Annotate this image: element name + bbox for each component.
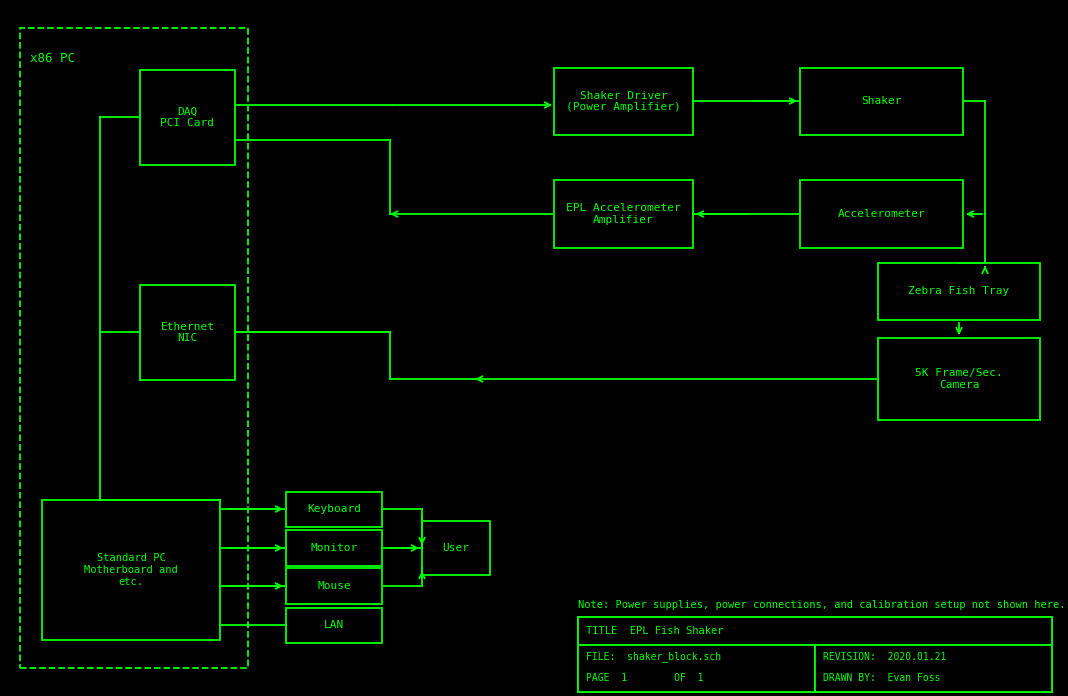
Text: DRAWN BY:  Evan Foss: DRAWN BY: Evan Foss: [823, 673, 941, 683]
Bar: [554, 180, 693, 248]
Text: EPL Accelerometer
Amplifier: EPL Accelerometer Amplifier: [566, 203, 681, 225]
Text: Zebra Fish Tray: Zebra Fish Tray: [909, 287, 1009, 296]
Bar: [286, 530, 382, 566]
Text: x86 PC: x86 PC: [30, 52, 75, 65]
Text: Ethernet
NIC: Ethernet NIC: [160, 322, 215, 343]
Bar: [140, 285, 235, 380]
Bar: [554, 68, 693, 135]
Bar: [800, 68, 963, 135]
Bar: [878, 338, 1040, 420]
Text: FILE:  shaker_block.sch: FILE: shaker_block.sch: [586, 651, 721, 663]
Bar: [578, 645, 815, 692]
Bar: [286, 492, 382, 527]
Text: Standard PC
Motherboard and
etc.: Standard PC Motherboard and etc.: [84, 553, 178, 587]
Text: Shaker: Shaker: [861, 97, 901, 106]
Text: DAQ
PCI Card: DAQ PCI Card: [160, 106, 215, 128]
Bar: [286, 608, 382, 643]
Bar: [42, 500, 220, 640]
Text: Monitor: Monitor: [311, 543, 358, 553]
Text: TITLE  EPL Fish Shaker: TITLE EPL Fish Shaker: [586, 626, 723, 636]
Text: PAGE  1        OF  1: PAGE 1 OF 1: [586, 673, 704, 683]
Text: 5K Frame/Sec.
Camera: 5K Frame/Sec. Camera: [915, 368, 1003, 390]
Bar: [800, 180, 963, 248]
Bar: [578, 617, 1052, 645]
Bar: [878, 263, 1040, 320]
Text: LAN: LAN: [324, 621, 344, 631]
Text: Note: Power supplies, power connections, and calibration setup not shown here.: Note: Power supplies, power connections,…: [578, 600, 1066, 610]
Bar: [140, 70, 235, 165]
Bar: [20, 28, 248, 668]
Bar: [422, 521, 490, 575]
Text: User: User: [442, 543, 470, 553]
Text: Shaker Driver
(Power Amplifier): Shaker Driver (Power Amplifier): [566, 90, 681, 112]
Bar: [815, 645, 1052, 692]
Bar: [578, 617, 1052, 692]
Text: REVISION:  2020.01.21: REVISION: 2020.01.21: [823, 652, 946, 662]
Bar: [286, 568, 382, 604]
Text: Mouse: Mouse: [317, 581, 351, 591]
Text: Accelerometer: Accelerometer: [837, 209, 925, 219]
Text: Keyboard: Keyboard: [307, 505, 361, 514]
